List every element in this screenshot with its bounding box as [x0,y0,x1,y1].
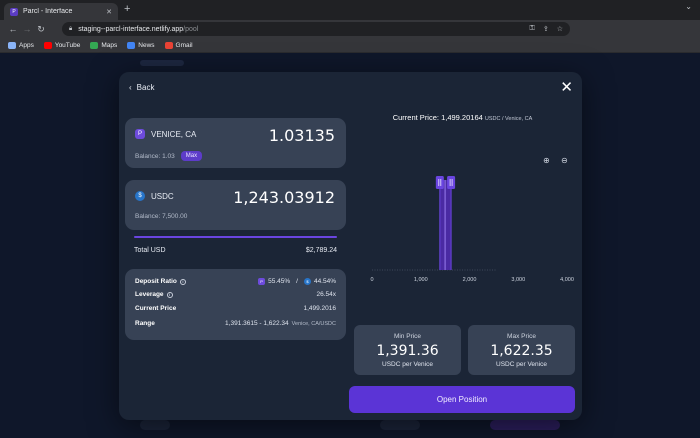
max-button[interactable]: Max [180,151,203,161]
current-price-label: Current Price [135,305,177,312]
current-price-unit: USDC / Venice, CA [484,116,533,122]
new-tab-icon[interactable]: + [124,3,131,15]
key-icon[interactable]: ⚿ [529,25,535,32]
usdc-icon: $ [303,278,311,285]
url-path: /pool [183,25,199,33]
usdc-token-card[interactable]: $ USDC 1,243.03912 Balance: 7,500.00 [125,180,346,230]
position-info-card: Deposit Ratio i P 55.45% / $ 44.54% Lever… [125,269,346,340]
total-usd-row: Total USD $2,789.24 [134,247,337,254]
max-price-unit: USDC per Venice [496,361,547,368]
current-price-header: Current Price: 1,499.20164 USDC / Venice… [349,113,576,122]
back-label: Back [136,83,155,92]
zoom-in-icon[interactable]: ⊕ [543,156,550,165]
total-value: $2,789.24 [305,247,337,254]
browser-tabstrip: P Parcl - Interface ✕ + ⌄ [0,0,700,20]
x-tick-label: 0 [370,277,373,283]
total-label: Total USD [134,247,166,254]
min-price-box[interactable]: Min Price 1,391.36 USDC per Venice [354,325,461,375]
total-progress-bar [134,236,337,238]
bookmark-youtube[interactable]: YouTube [43,41,80,49]
back-arrow-icon[interactable]: ← [8,24,18,34]
lock-icon[interactable]: 🔒︎ [69,25,73,32]
ratio-separator: / [296,278,298,285]
venice-amount-input[interactable]: 1.03135 [268,126,335,145]
tab-search-icon[interactable]: ⌄ [685,2,692,11]
bookmark-star-icon[interactable]: ☆ [556,26,563,33]
news-icon [127,41,136,49]
token-balance: Balance: 1.03 [135,152,175,160]
usdc-amount-input[interactable]: 1,243.03912 [233,188,335,207]
max-range-handle[interactable] [447,176,456,189]
bookmark-gmail[interactable]: Gmail [164,41,193,49]
token-name: VENICE, CA [151,129,197,139]
background-placeholder [140,60,184,66]
info-icon[interactable]: i [179,278,186,285]
gmail-icon [164,41,173,49]
leverage-value: 26.54x [316,291,336,298]
min-price-unit: USDC per Venice [382,361,433,368]
max-price-value: 1,622.35 [490,343,553,359]
background-placeholder [140,420,170,430]
usdc-icon: $ [135,191,145,201]
current-price-number: 1,499.20164 [441,113,483,122]
tab-title: Parcl - Interface [23,8,73,15]
tab-close-icon[interactable]: ✕ [106,8,112,16]
x-tick-label: 1,000 [414,277,428,283]
deposit-ratio-b: 44.54% [313,278,336,285]
share-icon[interactable]: ⇪ [542,26,549,33]
progress-fill [134,236,337,238]
x-tick-label: 3,000 [511,277,525,283]
bookmark-apps[interactable]: Apps [8,41,34,49]
browser-toolbar: ← → ↻ 🔒︎ staging--parcl-interface.netlif… [0,20,700,51]
venice-token-card[interactable]: P VENICE, CA 1.03135 Balance: 1.03 Max [125,118,346,168]
min-price-value: 1,391.36 [376,343,439,359]
range-label: Range [135,320,155,327]
parcl-favicon-icon: P [10,7,18,16]
x-tick-label: 4,000 [560,277,574,283]
leverage-label: Leverage [135,291,164,298]
liquidity-range-chart[interactable]: 0 1,000 2,000 3,000 4,000 [360,170,578,285]
x-tick-label: 2,000 [463,277,477,283]
bookmarks-bar: Apps YouTube Maps News Gmail [0,38,700,53]
maps-icon [90,41,99,49]
bookmark-maps[interactable]: Maps [90,41,117,49]
reload-icon[interactable]: ↻ [37,23,45,34]
bookmark-news[interactable]: News [127,41,155,49]
back-button[interactable]: ‹ Back [129,83,154,92]
range-value: 1,391.3615 - 1,622.34 [225,320,289,327]
browser-tab[interactable]: P Parcl - Interface ✕ [4,3,118,20]
parcl-token-icon: P [135,129,145,139]
deposit-ratio-label: Deposit Ratio [135,278,177,285]
apps-grid-icon [8,41,16,49]
range-unit: Venice, CA/USDC [291,320,336,327]
background-placeholder [490,420,560,430]
max-price-label: Max Price [507,333,536,340]
zoom-out-icon[interactable]: ⊖ [561,156,568,165]
max-price-box[interactable]: Max Price 1,622.35 USDC per Venice [468,325,575,375]
youtube-icon [43,41,52,49]
url-host: staging--parcl-interface.netlify.app [78,25,184,33]
parcl-token-icon: P [258,278,266,285]
min-range-handle[interactable] [435,176,444,189]
token-name: USDC [151,191,174,201]
token-balance: Balance: 7,500.00 [135,213,188,220]
min-price-label: Min Price [393,333,422,340]
info-icon[interactable]: i [166,291,173,298]
close-icon[interactable]: ✕ [560,79,573,96]
deposit-ratio-a: 55.45% [268,278,291,285]
add-liquidity-modal: ‹ Back ✕ P VENICE, CA 1.03135 Balance: 1… [119,72,582,420]
current-price-title: Current Price: [392,113,439,122]
address-bar[interactable]: 🔒︎ staging--parcl-interface.netlify.app /… [62,22,570,36]
forward-arrow-icon[interactable]: → [22,24,32,34]
chevron-left-icon: ‹ [129,83,132,92]
background-placeholder [380,420,420,430]
open-position-button[interactable]: Open Position [349,386,575,413]
current-price-value: 1,499.2016 [303,305,336,312]
